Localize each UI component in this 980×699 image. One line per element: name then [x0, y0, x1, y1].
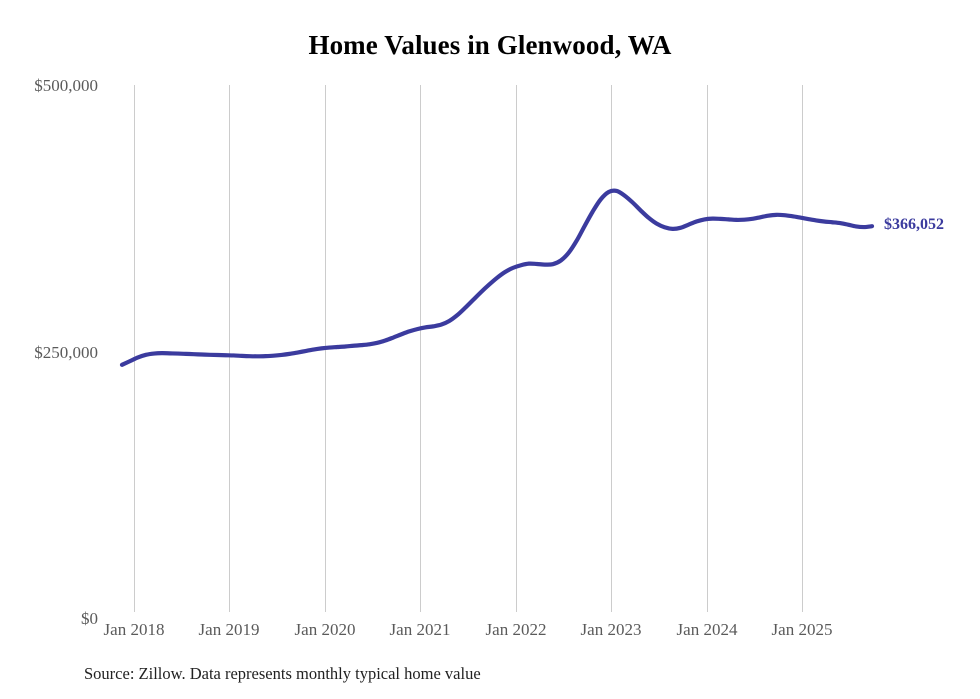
x-axis-tick-jan-2021: Jan 2021 [389, 620, 451, 639]
source-note: Source: Zillow. Data represents monthly … [84, 664, 481, 683]
chart-title: Home Values in Glenwood, WA [308, 30, 672, 60]
x-axis-tick-jan-2024: Jan 2024 [676, 620, 738, 639]
y-axis-tick-250000: $250,000 [34, 343, 98, 362]
x-axis-tick-jan-2020: Jan 2020 [294, 620, 356, 639]
y-axis-tick-500000: $500,000 [34, 76, 98, 95]
x-axis-tick-jan-2018: Jan 2018 [103, 620, 165, 639]
home-value-line [119, 188, 875, 367]
x-axis-tick-jan-2025: Jan 2025 [771, 620, 833, 639]
x-axis-tick-jan-2019: Jan 2019 [198, 620, 260, 639]
x-axis-tick-jan-2023: Jan 2023 [580, 620, 642, 639]
gridlines [134, 85, 803, 612]
end-value-label: $366,052 [884, 216, 944, 234]
y-axis-tick-0: $0 [81, 609, 98, 628]
x-axis-tick-jan-2022: Jan 2022 [485, 620, 547, 639]
